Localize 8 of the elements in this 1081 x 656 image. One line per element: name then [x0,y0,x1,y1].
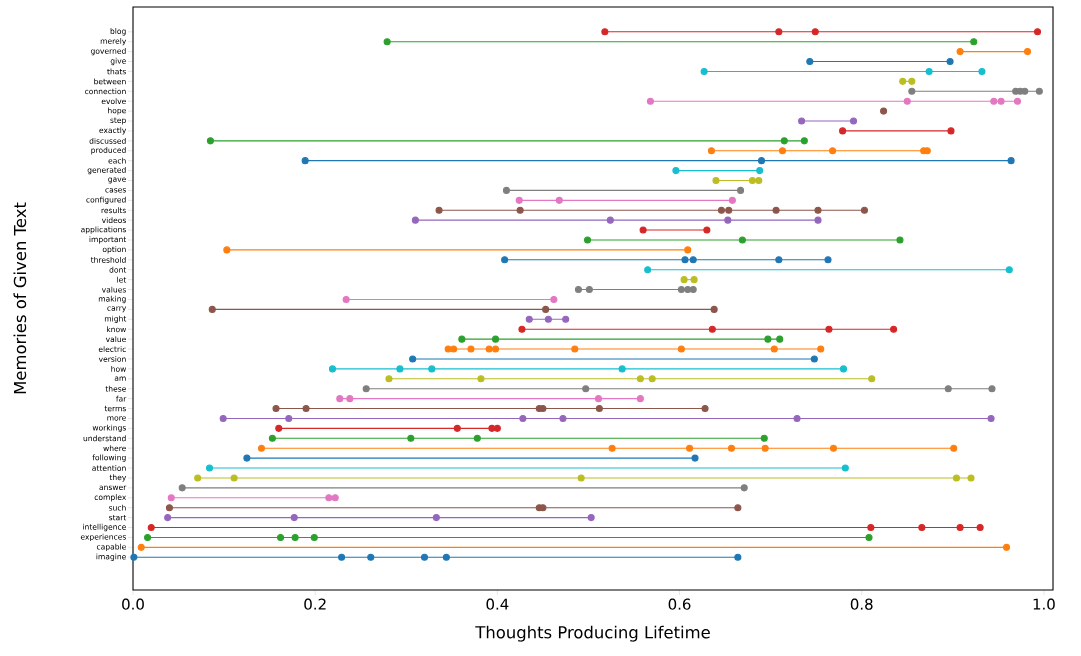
x-axis-title: Thoughts Producing Lifetime [475,625,710,642]
x-tick-label: 0.0 [122,598,144,610]
x-tick-label: 1.0 [1033,598,1055,610]
x-tick-label: 0.6 [668,598,691,610]
x-tick-label: 0.2 [304,598,326,610]
x-tick-label: 0.8 [850,598,873,610]
y-axis-title: Memories of Given Text [13,202,27,394]
x-tick-label: 0.4 [486,598,509,610]
